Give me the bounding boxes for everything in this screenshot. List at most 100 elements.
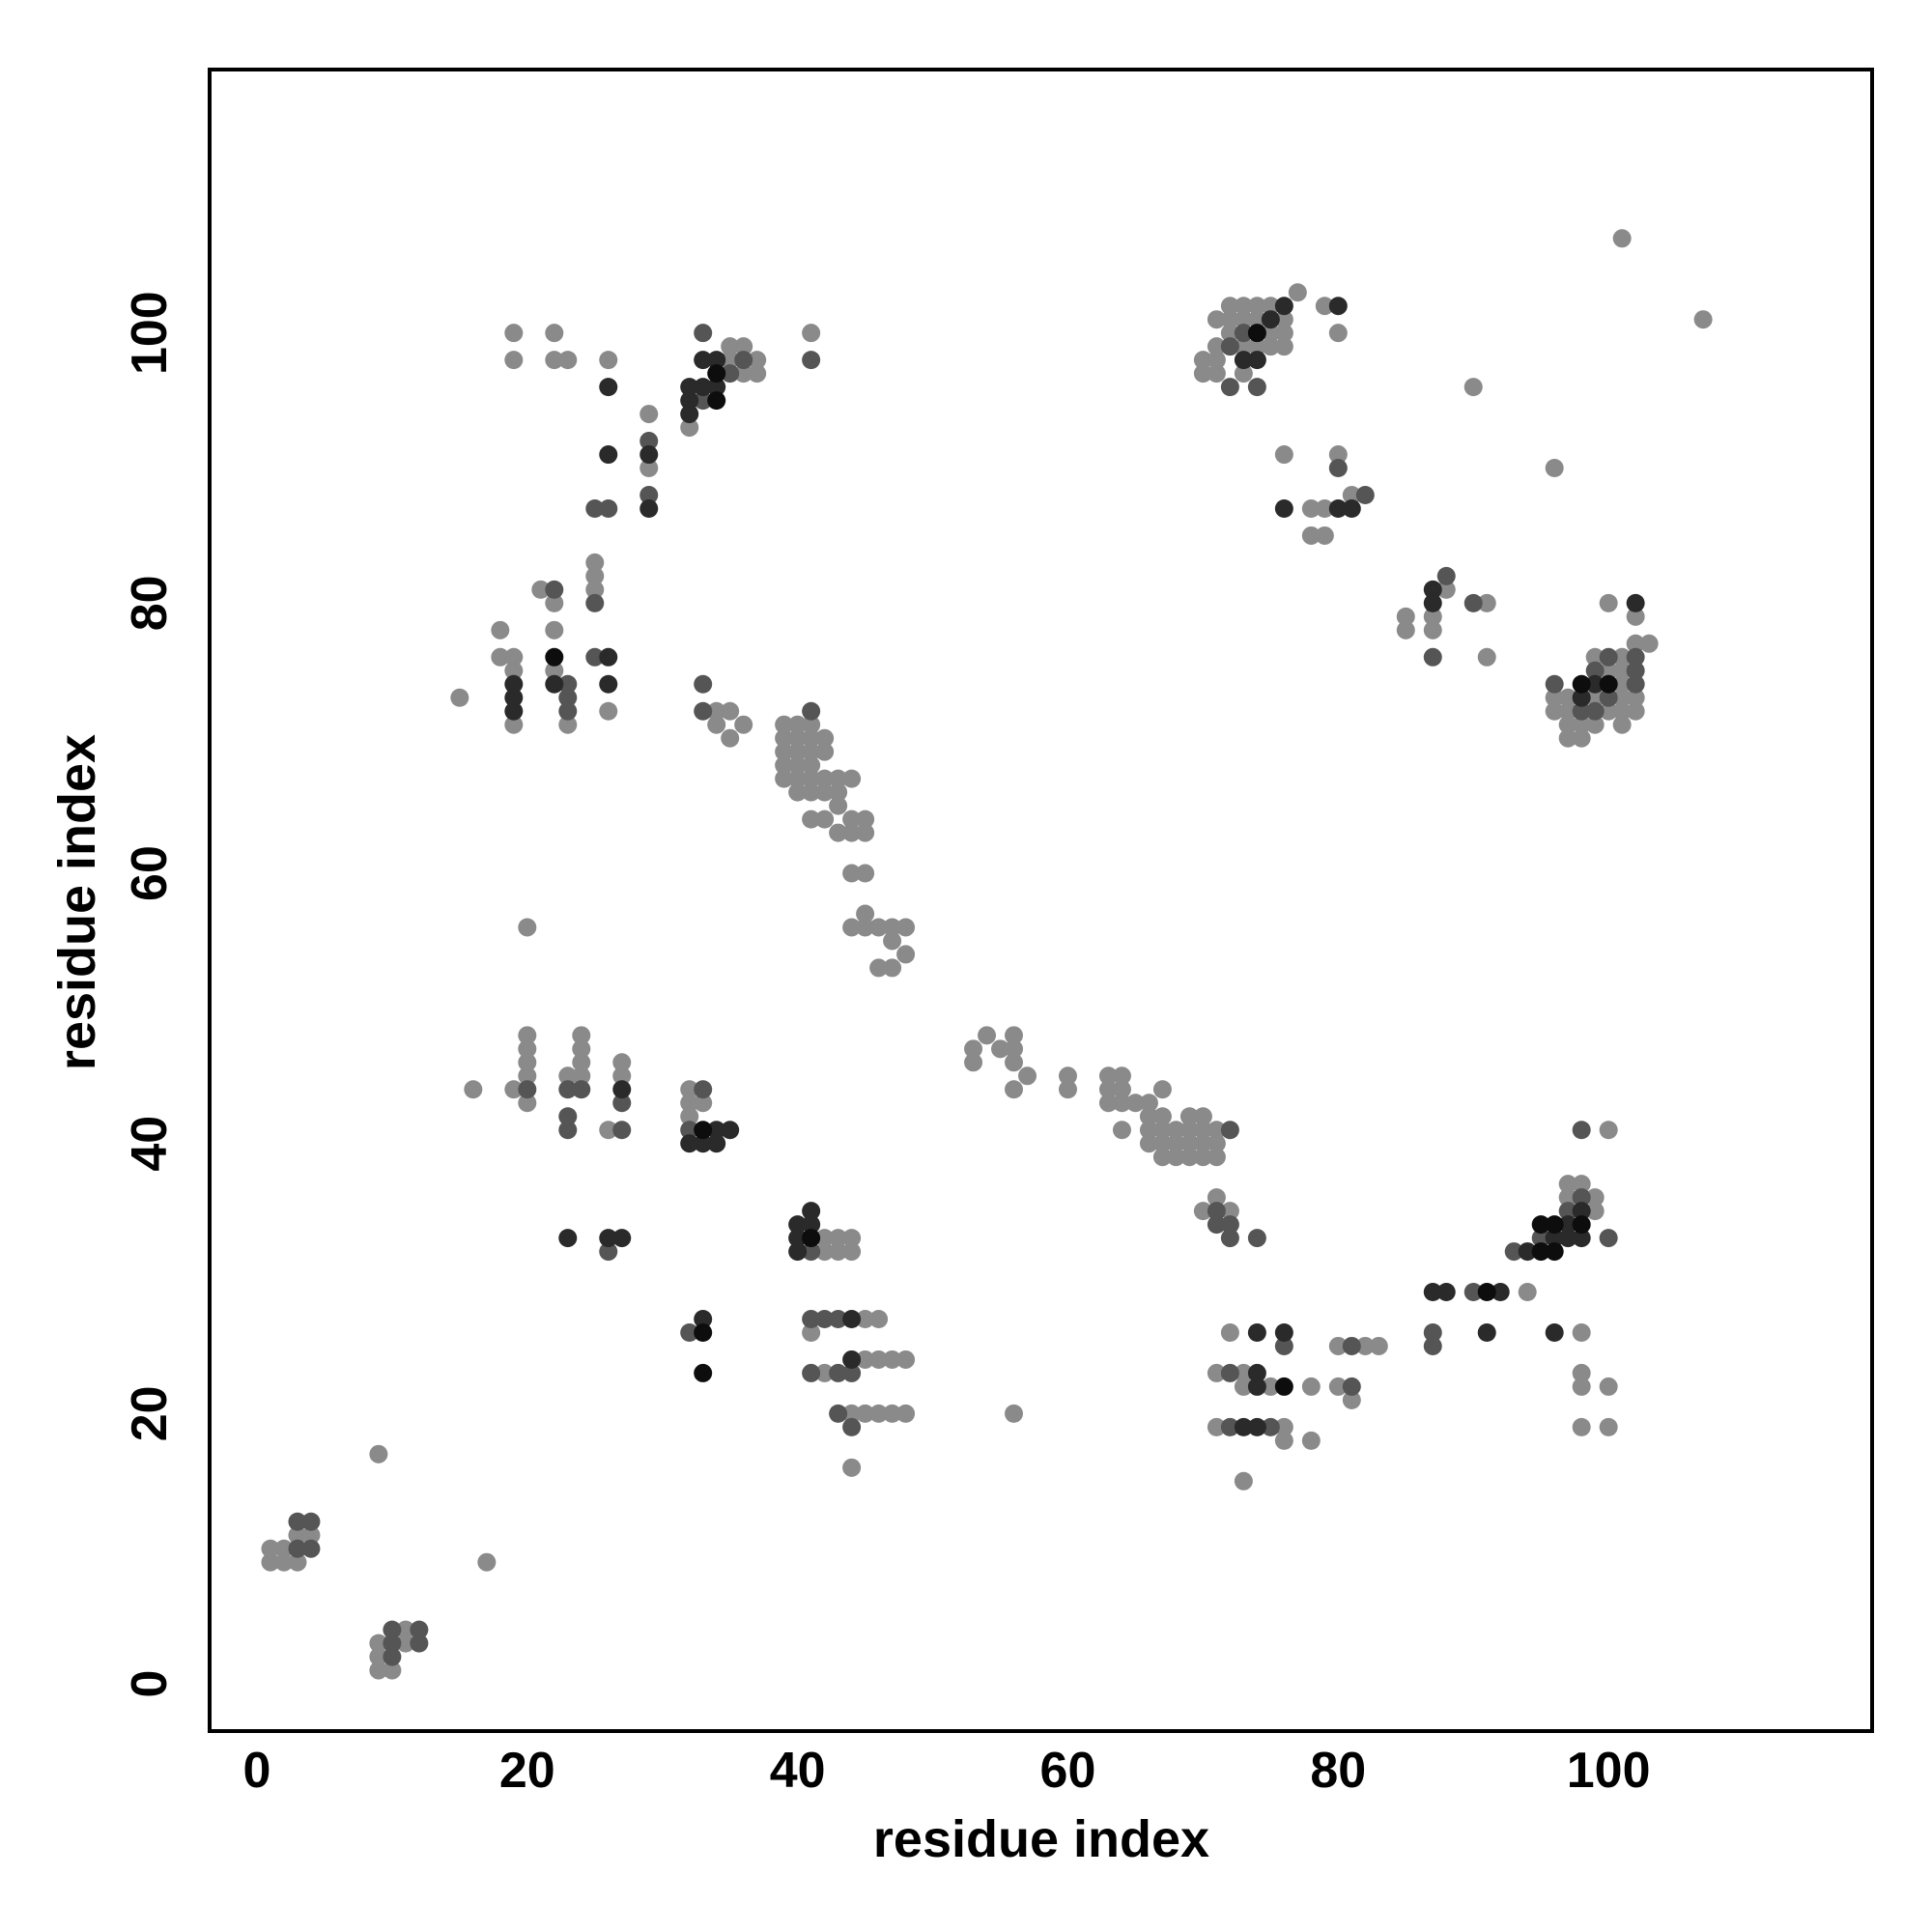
point (1585, 688, 1605, 707)
point (1098, 1094, 1118, 1113)
point (869, 1350, 889, 1369)
point (639, 459, 659, 478)
point (1301, 1431, 1321, 1450)
point (1477, 593, 1496, 612)
point (1585, 701, 1605, 721)
point (1396, 607, 1415, 626)
point (585, 553, 605, 572)
point (734, 715, 753, 734)
point (1247, 1363, 1266, 1382)
point (518, 1039, 537, 1059)
y-tick-label: 100 (122, 291, 178, 375)
point (815, 769, 835, 788)
point (694, 324, 713, 343)
point (694, 674, 713, 694)
point (1504, 1242, 1523, 1262)
point (1274, 310, 1293, 329)
point (802, 755, 821, 775)
point (1234, 351, 1253, 370)
point (1612, 229, 1632, 248)
point (1193, 1202, 1212, 1221)
point (1139, 1134, 1158, 1153)
point (707, 1121, 726, 1140)
point (396, 1634, 415, 1653)
point (802, 1202, 821, 1221)
point (1315, 498, 1334, 518)
point (815, 782, 835, 802)
point (707, 351, 726, 370)
point (1599, 674, 1618, 694)
point (383, 1620, 402, 1639)
point (1342, 1390, 1361, 1409)
point (518, 1066, 537, 1086)
point (1234, 364, 1253, 384)
point (1626, 661, 1645, 680)
point (829, 1229, 848, 1248)
point (1328, 498, 1348, 518)
point (1572, 728, 1591, 748)
point (1423, 647, 1442, 667)
point (1599, 1121, 1618, 1140)
point (1234, 1377, 1253, 1396)
point (1572, 715, 1591, 734)
point (734, 364, 753, 384)
point (1558, 1175, 1577, 1194)
point (802, 810, 821, 829)
point (802, 1309, 821, 1328)
point (1152, 1080, 1172, 1099)
point (558, 1229, 578, 1248)
point (815, 1242, 835, 1262)
point (748, 351, 767, 370)
point (842, 1350, 862, 1369)
point (1098, 1080, 1118, 1099)
point (518, 918, 537, 937)
point (856, 1404, 875, 1423)
point (1328, 445, 1348, 465)
point (599, 1242, 618, 1262)
point (504, 688, 524, 707)
y-tick-label: 80 (122, 575, 178, 631)
point (1005, 1080, 1024, 1099)
point (721, 728, 740, 748)
point (775, 728, 794, 748)
point (1436, 1283, 1456, 1302)
point (1220, 378, 1239, 397)
point (802, 1229, 821, 1248)
point (721, 364, 740, 384)
point (680, 1094, 699, 1113)
point (1207, 351, 1226, 370)
point (1599, 647, 1618, 667)
point (639, 445, 659, 465)
point (1545, 1322, 1564, 1342)
point (842, 1417, 862, 1436)
point (1626, 674, 1645, 694)
point (383, 1647, 402, 1666)
point (842, 1309, 862, 1328)
point (572, 1039, 591, 1059)
point (896, 1350, 916, 1369)
point (1166, 1121, 1185, 1140)
point (788, 742, 808, 761)
point (1261, 324, 1280, 343)
point (504, 661, 524, 680)
point (585, 498, 605, 518)
point (558, 351, 578, 370)
point (802, 742, 821, 761)
point (504, 715, 524, 734)
point (599, 351, 618, 370)
point (1491, 1283, 1510, 1302)
point (1274, 1336, 1293, 1355)
point (369, 1634, 388, 1653)
point (680, 1080, 699, 1099)
point (558, 1080, 578, 1099)
point (856, 904, 875, 923)
point (1423, 607, 1442, 626)
point (707, 701, 726, 721)
point (1531, 1242, 1550, 1262)
point (1572, 1322, 1591, 1342)
point (1585, 1188, 1605, 1208)
point (1261, 297, 1280, 316)
point (842, 918, 862, 937)
point (504, 647, 524, 667)
point (1572, 674, 1591, 694)
